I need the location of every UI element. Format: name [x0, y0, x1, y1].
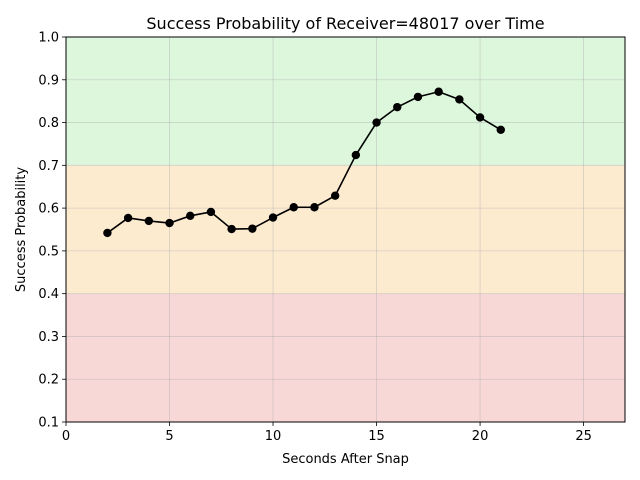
data-point [248, 224, 257, 233]
chart-title: Success Probability of Receiver=48017 ov… [146, 14, 544, 33]
y-tick-label: 0.5 [38, 244, 59, 259]
series [103, 87, 505, 238]
data-point [330, 191, 340, 200]
band-1 [66, 165, 625, 294]
y-tick-label: 0.1 [38, 416, 59, 431]
data-point [165, 218, 174, 228]
x-tick-label: 20 [472, 429, 489, 444]
data-point [413, 92, 423, 102]
band-0 [66, 293, 625, 422]
y-axis-title: Success Probability [14, 167, 29, 292]
plot-frame [65, 36, 626, 423]
band-2 [66, 37, 625, 166]
y-tick-label: 0.7 [38, 159, 59, 174]
x-tick-label: 10 [265, 429, 282, 444]
data-point [310, 203, 319, 212]
data-point [475, 113, 485, 122]
x-tick-label: 15 [368, 429, 385, 444]
data-point [372, 118, 381, 127]
y-tick-label: 0.3 [38, 330, 59, 345]
data-point [455, 95, 464, 104]
data-point [123, 213, 133, 223]
x-tick-label: 5 [165, 429, 173, 444]
grid [65, 36, 625, 423]
y-tick-label: 0.2 [38, 373, 59, 388]
y-tick-label: 0.4 [38, 287, 59, 302]
y-tick-label: 0.6 [38, 202, 59, 217]
data-point [434, 87, 443, 96]
data-point [289, 203, 298, 212]
y-tick-label: 1.0 [38, 31, 59, 46]
data-point [351, 150, 361, 160]
x-tick-label: 25 [575, 429, 592, 444]
data-point [144, 216, 154, 226]
data-point [227, 224, 236, 234]
y-tick-label: 0.9 [38, 73, 59, 88]
data-point [103, 228, 112, 238]
data-point [206, 207, 216, 217]
probability-bands [66, 37, 625, 422]
data-point [186, 211, 195, 221]
x-tick-label: 0 [62, 429, 70, 444]
y-tick-label: 0.8 [38, 116, 59, 131]
data-point [268, 213, 278, 222]
axis-ticks: 0 5 10 15 20 25 0.1 0.2 0.3 0.4 0.5 0.6 0.7 0.8 0.9 1.0 [38, 31, 592, 445]
data-point [393, 102, 402, 112]
data-point [496, 125, 505, 135]
x-axis-title: Seconds After Snap [282, 452, 409, 467]
